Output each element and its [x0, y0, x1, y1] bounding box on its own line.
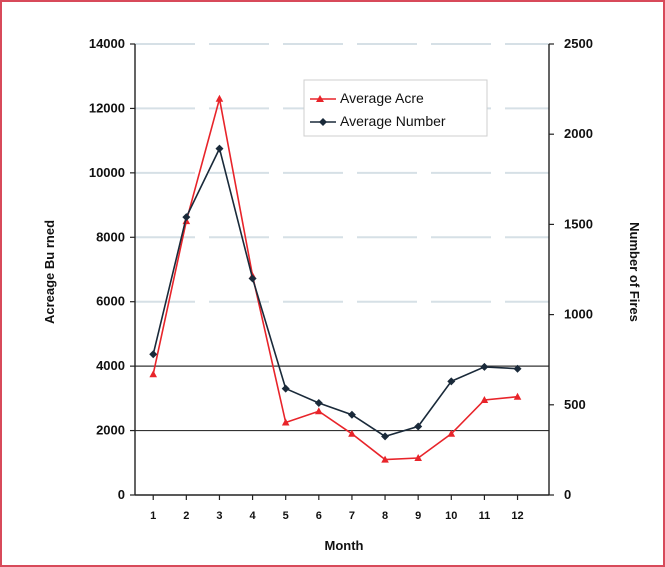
- point-average-acre-12: [513, 392, 522, 400]
- point-average-number-5: [281, 384, 290, 393]
- series-line-average-number: [152, 146, 518, 438]
- point-average-acre-11: [480, 395, 489, 403]
- series-group: [149, 94, 522, 463]
- x-tick-label-3: 3: [216, 510, 222, 522]
- x-axis-label: Month: [325, 538, 364, 553]
- point-average-number-6: [314, 398, 323, 407]
- x-tick-label-7: 7: [349, 510, 355, 522]
- point-average-number-3: [215, 144, 224, 153]
- left-tick-label-2000: 2000: [96, 423, 125, 438]
- x-tick-label-11: 11: [479, 510, 491, 522]
- point-average-number-1: [149, 350, 158, 359]
- x-tick-label-2: 2: [183, 510, 189, 522]
- point-average-number-10: [447, 377, 456, 386]
- x-tick-label-12: 12: [511, 510, 523, 522]
- point-average-acre-6: [315, 407, 323, 415]
- point-average-acre-10: [447, 429, 456, 437]
- legend-marker-average-number: [319, 118, 327, 126]
- left-axis-label: Acreage Bu rned: [42, 220, 57, 324]
- point-average-acre-5: [281, 418, 290, 426]
- left-tick-label-12000: 12000: [89, 100, 125, 115]
- point-average-acre-9: [414, 453, 422, 461]
- point-average-acre-7: [348, 429, 356, 437]
- left-tick-label-0: 0: [118, 487, 125, 502]
- left-tick-label-14000: 14000: [89, 36, 125, 51]
- legend-box: [303, 79, 488, 137]
- right-axis-label: Number of Fires: [627, 222, 642, 322]
- x-axis-ticks: 1 2 3 4 5 6 7 8 9 10 11 12: [150, 495, 524, 522]
- point-average-number-2: [182, 213, 191, 222]
- left-axis-ticks: 0 2000 4000 6000 8000 10000 12000 14000: [89, 36, 135, 502]
- point-average-number-12: [513, 364, 522, 373]
- right-tick-label-2500: 2500: [564, 36, 593, 51]
- legend-label-average-acre: Average Acre: [340, 90, 424, 106]
- right-tick-label-500: 500: [564, 397, 586, 412]
- point-average-number-11: [480, 362, 489, 371]
- left-tick-label-4000: 4000: [96, 358, 125, 373]
- right-tick-label-0: 0: [564, 487, 571, 502]
- right-axis-ticks: 0 500 1000 1500 2000 2500: [549, 36, 593, 502]
- point-average-number-8: [381, 432, 390, 441]
- point-average-acre-8: [381, 455, 389, 463]
- x-tick-label-4: 4: [250, 510, 257, 522]
- point-average-acre-3: [215, 94, 224, 102]
- point-average-number-4: [248, 274, 257, 283]
- legend-label-average-number: Average Number: [340, 113, 446, 129]
- left-tick-label-6000: 6000: [96, 294, 125, 309]
- x-tick-label-8: 8: [382, 510, 388, 522]
- right-tick-label-2000: 2000: [564, 126, 593, 141]
- right-tick-label-1000: 1000: [564, 307, 593, 322]
- right-tick-label-1500: 1500: [564, 216, 593, 231]
- x-tick-label-1: 1: [150, 510, 156, 522]
- x-tick-label-6: 6: [316, 510, 322, 522]
- x-tick-label-10: 10: [445, 510, 457, 522]
- legend: Average Acre Average Number: [303, 79, 488, 137]
- x-tick-label-9: 9: [415, 510, 421, 522]
- point-average-acre-1: [149, 370, 158, 378]
- point-average-number-7: [347, 410, 356, 419]
- legend-marker-average-acre: [316, 95, 324, 102]
- series-line-average-acre: [152, 98, 518, 461]
- x-tick-label-5: 5: [283, 510, 289, 522]
- left-tick-label-8000: 8000: [96, 229, 125, 244]
- axes: [134, 44, 550, 496]
- point-average-number-9: [414, 422, 423, 431]
- left-tick-label-10000: 10000: [89, 165, 125, 180]
